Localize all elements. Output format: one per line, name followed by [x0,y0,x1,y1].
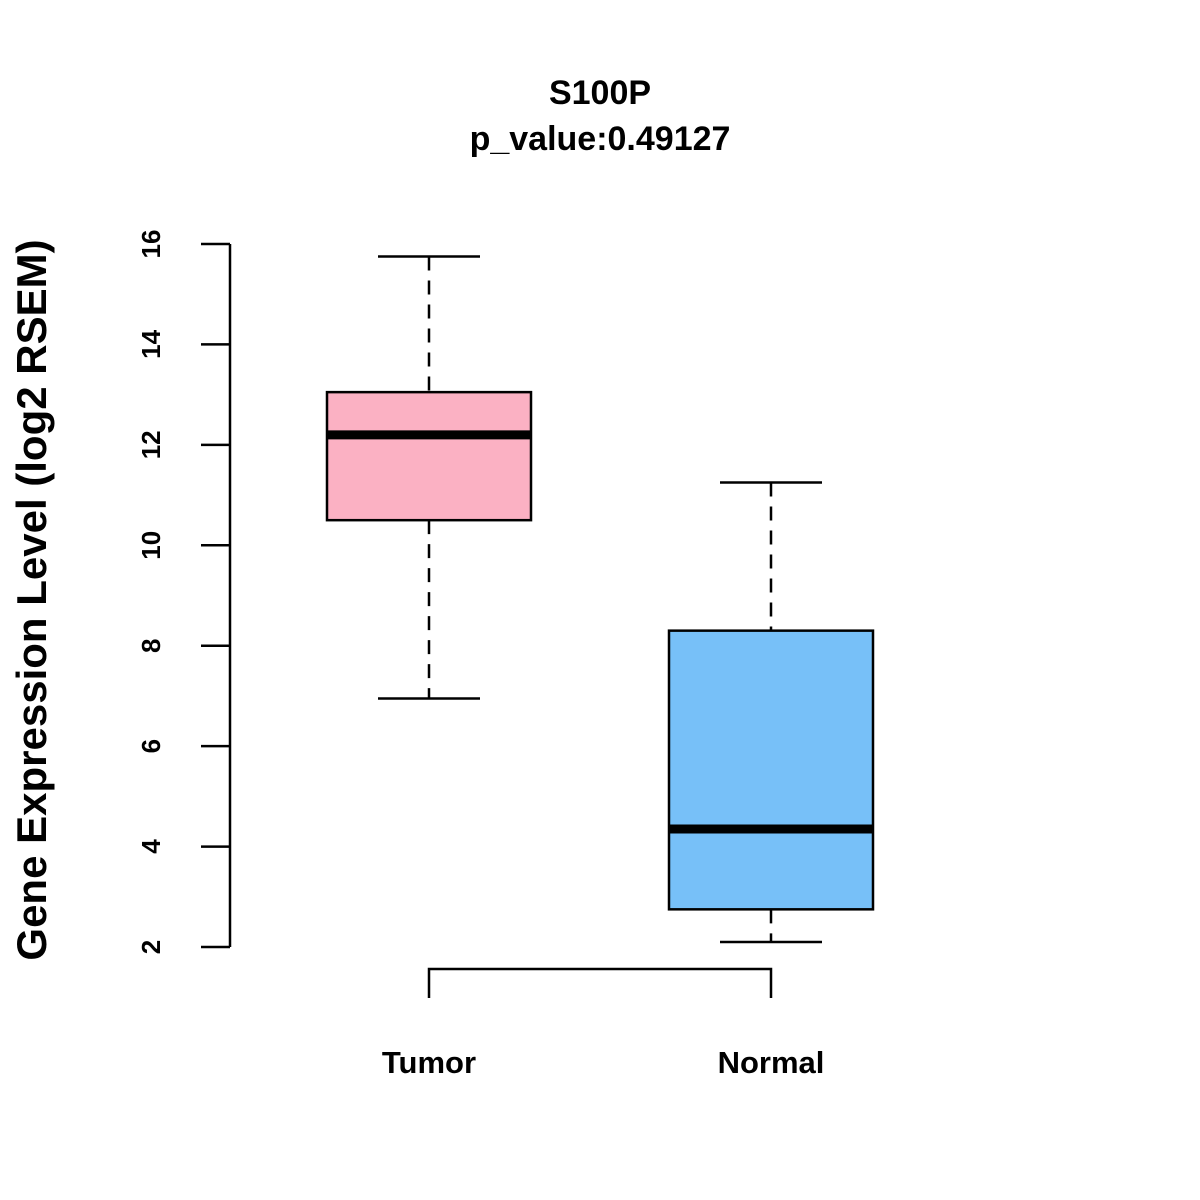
y-tick-label: 14 [136,329,166,358]
y-tick-label: 16 [136,230,166,259]
y-tick-label: 12 [136,430,166,459]
chart-subtitle: p_value:0.49127 [469,120,731,158]
y-tick-label: 2 [136,940,166,954]
y-tick-label: 6 [136,739,166,753]
y-tick-label: 8 [136,638,166,652]
y-tick-label: 4 [136,839,166,854]
comparison-bracket [427,967,773,998]
boxes: Tumor Normal [325,255,875,1080]
box-body [667,629,875,911]
bracket-line [427,967,773,998]
y-axis-label: Gene Expression Level (log2 RSEM) [8,239,55,960]
box-tumor: Tumor [325,255,533,1080]
x-category-label: Tumor [382,1045,476,1080]
box-body [325,390,533,522]
x-category-label: Normal [718,1045,825,1080]
chart-title: S100P [548,74,652,112]
y-axis: 2 4 6 8 10 12 14 16 [136,230,232,954]
box-normal: Normal [667,481,875,1080]
y-tick-label: 10 [136,531,166,560]
